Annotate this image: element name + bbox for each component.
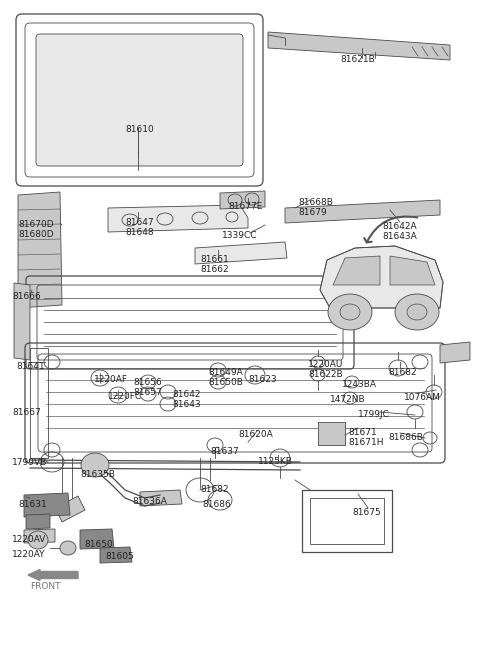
Polygon shape	[18, 192, 62, 308]
Ellipse shape	[328, 294, 372, 330]
Text: 1472NB: 1472NB	[330, 395, 366, 404]
Text: 81667: 81667	[12, 408, 41, 417]
Text: 1220AU: 1220AU	[308, 360, 343, 369]
Bar	[310, 498, 384, 544]
Polygon shape	[268, 32, 450, 60]
Text: 81648: 81648	[125, 228, 154, 237]
Text: 81641: 81641	[16, 362, 45, 371]
Polygon shape	[24, 529, 55, 543]
Text: 81686: 81686	[202, 500, 231, 509]
Ellipse shape	[407, 304, 427, 320]
Text: 81680D: 81680D	[18, 230, 54, 239]
Text: 81642A: 81642A	[382, 222, 417, 231]
Text: 1125KB: 1125KB	[258, 457, 293, 466]
Ellipse shape	[60, 541, 76, 555]
Text: 1220AY: 1220AY	[12, 550, 46, 559]
Text: 81657: 81657	[133, 388, 162, 397]
Bar	[302, 490, 392, 552]
Text: 81643: 81643	[172, 400, 201, 409]
Text: 81635B: 81635B	[80, 470, 115, 479]
Text: 81682: 81682	[388, 368, 417, 377]
Text: 81679: 81679	[298, 208, 327, 217]
Text: 81621B: 81621B	[340, 55, 375, 64]
Text: 81662: 81662	[200, 265, 228, 274]
Text: 1243BA: 1243BA	[342, 380, 377, 389]
Text: 81605: 81605	[105, 552, 134, 561]
Text: 81686B: 81686B	[388, 433, 423, 442]
Text: 81623: 81623	[248, 375, 276, 384]
Polygon shape	[108, 205, 248, 232]
Polygon shape	[195, 242, 287, 264]
Ellipse shape	[81, 453, 109, 477]
Text: FRONT: FRONT	[30, 582, 60, 591]
Text: 81677E: 81677E	[228, 202, 263, 211]
Text: 81656: 81656	[133, 378, 162, 387]
Text: 81637: 81637	[210, 447, 239, 456]
FancyBboxPatch shape	[36, 34, 243, 166]
Polygon shape	[14, 283, 30, 360]
Polygon shape	[333, 256, 380, 285]
Ellipse shape	[395, 294, 439, 330]
Text: 81622B: 81622B	[308, 370, 343, 379]
Text: 81631: 81631	[18, 500, 47, 509]
Text: 81671: 81671	[348, 428, 377, 437]
Text: 81649A: 81649A	[208, 368, 243, 377]
Polygon shape	[26, 514, 50, 529]
Text: 1799VB: 1799VB	[12, 458, 47, 467]
Text: 81666: 81666	[12, 292, 41, 301]
Polygon shape	[285, 200, 440, 223]
Text: 81620A: 81620A	[238, 430, 273, 439]
Text: 81682: 81682	[200, 485, 228, 494]
Polygon shape	[140, 490, 182, 506]
FancyArrow shape	[28, 569, 78, 580]
Text: 1220AF: 1220AF	[94, 375, 128, 384]
Text: 81636A: 81636A	[132, 497, 167, 506]
Text: 1220AV: 1220AV	[12, 535, 47, 544]
Text: 81668B: 81668B	[298, 198, 333, 207]
Text: 81647: 81647	[125, 218, 154, 227]
Text: 81642: 81642	[172, 390, 201, 399]
Polygon shape	[80, 529, 114, 549]
Text: 1076AM: 1076AM	[404, 393, 441, 402]
Text: 81650: 81650	[84, 540, 113, 549]
Text: 81670D: 81670D	[18, 220, 54, 229]
Polygon shape	[320, 246, 443, 308]
Polygon shape	[318, 422, 345, 445]
Text: 81650B: 81650B	[208, 378, 243, 387]
Text: 81610: 81610	[125, 125, 154, 134]
Text: 81661: 81661	[200, 255, 229, 264]
Text: 81671H: 81671H	[348, 438, 384, 447]
Text: 81675: 81675	[352, 508, 381, 517]
Ellipse shape	[28, 531, 48, 549]
Polygon shape	[24, 493, 70, 517]
Polygon shape	[390, 256, 435, 285]
Text: 1339CC: 1339CC	[222, 231, 257, 240]
Polygon shape	[100, 547, 132, 563]
Polygon shape	[440, 342, 470, 363]
Polygon shape	[220, 191, 265, 209]
Text: 1220FC: 1220FC	[108, 392, 142, 401]
Polygon shape	[55, 496, 85, 522]
Text: 1799JC: 1799JC	[358, 410, 390, 419]
Text: 81643A: 81643A	[382, 232, 417, 241]
Ellipse shape	[340, 304, 360, 320]
